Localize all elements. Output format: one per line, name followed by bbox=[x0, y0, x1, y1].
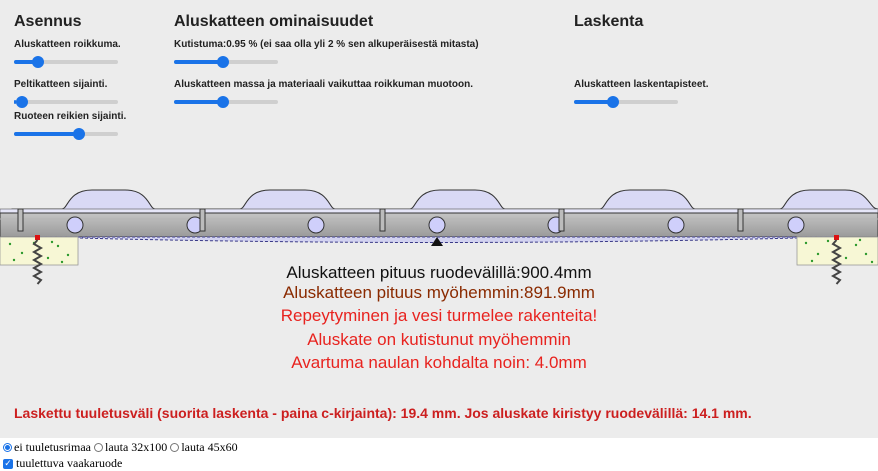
radio-label: lauta 32x100 bbox=[104, 440, 168, 454]
massa-label: Aluskatteen massa ja materiaali vaikutta… bbox=[174, 79, 473, 90]
gap-text: Avartuma naulan kohdalta noin: 4.0mm bbox=[291, 353, 587, 372]
shrunk-text: Aluskate on kutistunut myöhemmin bbox=[307, 330, 571, 349]
sheet-metal-roofing bbox=[0, 189, 878, 214]
ventilation-option-group: ei tuuletusrimaa lauta 32x100 lauta 45x6… bbox=[2, 440, 238, 455]
tear-warning-text: Repeytyminen ja vesi turmelee rakenteita… bbox=[280, 306, 598, 325]
kutistuma-slider[interactable] bbox=[174, 55, 278, 69]
heading-asennus: Asennus bbox=[14, 13, 82, 30]
checkbox-label: tuulettuva vaakaruode bbox=[16, 456, 123, 470]
laskentapisteet-slider[interactable] bbox=[574, 95, 678, 109]
ruoteen-reikien-slider[interactable] bbox=[14, 127, 118, 141]
length-now-text: Aluskatteen pituus ruodevälillä:900.4mm bbox=[286, 263, 592, 282]
checkbox-row: ✓ tuulettuva vaakaruode bbox=[2, 456, 122, 471]
simulation-canvas: Asennus Aluskatteen ominaisuudet Laskent… bbox=[0, 0, 878, 438]
radio-lauta-45x60[interactable] bbox=[170, 443, 180, 452]
rafter-left bbox=[0, 236, 79, 266]
roofing-screws bbox=[17, 208, 744, 232]
ruoteen-reikien-label: Ruoteen reikien sijainti. bbox=[14, 111, 127, 122]
radio-lauta-32x100[interactable] bbox=[93, 443, 103, 452]
peltikate-slider[interactable] bbox=[14, 95, 118, 109]
radio-ei-tuuletusrimaa[interactable] bbox=[3, 443, 12, 452]
roikkuma-label: Aluskatteen roikkuma. bbox=[14, 39, 121, 50]
roikkuma-slider[interactable] bbox=[14, 55, 118, 69]
heading-ominaisuudet: Aluskatteen ominaisuudet bbox=[174, 13, 374, 30]
length-later-text: Aluskatteen pituus myöhemmin:891.9mm bbox=[283, 283, 595, 302]
radio-label: ei tuuletusrimaa bbox=[14, 440, 91, 454]
nail-right bbox=[830, 235, 843, 285]
rafter-right bbox=[796, 236, 878, 266]
tuulettuva-vaakaruode-checkbox[interactable]: ✓ bbox=[3, 458, 13, 469]
massa-slider[interactable] bbox=[174, 95, 278, 109]
kutistuma-label: Kutistuma:0.95 % (ei saa olla yli 2 % se… bbox=[174, 39, 479, 50]
peltikate-label: Peltikatteen sijainti. bbox=[14, 79, 108, 90]
laskentapisteet-label: Aluskatteen laskentapisteet. bbox=[574, 79, 709, 90]
batten-holes bbox=[66, 216, 805, 234]
result-text: Laskettu tuuletusväli (suorita laskenta … bbox=[14, 405, 752, 421]
heading-laskenta: Laskenta bbox=[574, 13, 644, 30]
underlay-sag bbox=[39, 236, 836, 246]
radio-label: lauta 45x60 bbox=[181, 440, 238, 454]
roof-cross-section-diagram bbox=[0, 189, 878, 285]
nail-left bbox=[31, 235, 44, 285]
